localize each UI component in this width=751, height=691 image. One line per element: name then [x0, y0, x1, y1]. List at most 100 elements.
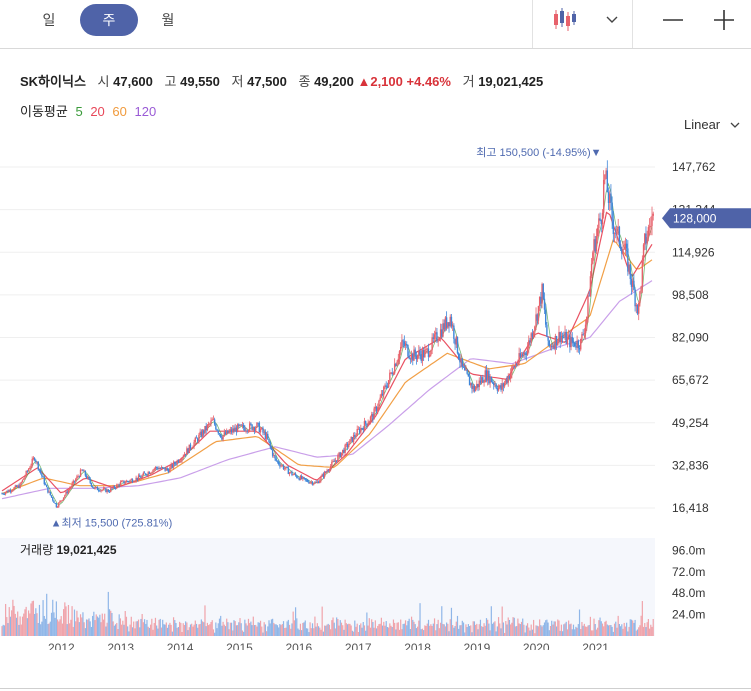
volume-bar	[508, 619, 511, 636]
volume-bar	[529, 630, 531, 636]
volume-bar	[501, 606, 503, 636]
candle-body	[9, 490, 12, 492]
volume-bar	[468, 626, 471, 636]
volume-bar	[575, 626, 577, 636]
volume-bar	[626, 622, 628, 636]
volume-bar	[617, 615, 619, 636]
candle-body	[78, 476, 81, 478]
volume-bar	[146, 619, 148, 636]
volume-bar	[135, 621, 137, 636]
candlestick-icon[interactable]	[550, 4, 582, 36]
volume-bar	[270, 619, 273, 636]
candle-body	[267, 434, 269, 440]
volume-bar	[66, 624, 68, 636]
volume-bar	[429, 625, 431, 636]
candle-body	[322, 474, 325, 477]
volume-bar	[2, 624, 4, 636]
volume-bar	[554, 621, 556, 636]
volume-bar	[123, 624, 125, 636]
candle-body	[563, 336, 565, 338]
candle-body	[209, 423, 211, 425]
volume-bar	[397, 622, 399, 636]
price-chart[interactable]: 147,762131,344114,92698,50882,09065,6724…	[0, 0, 751, 650]
candle-body	[96, 486, 99, 491]
y-tick-label: 82,090	[672, 331, 709, 345]
volume-bar	[104, 613, 106, 636]
volume-bar	[60, 616, 62, 636]
volume-bar	[477, 629, 479, 636]
volume-bar	[523, 624, 525, 636]
current-price-tag	[662, 208, 751, 229]
volume-bar	[206, 622, 208, 636]
volume-bar	[473, 621, 476, 636]
volume-bar	[117, 629, 119, 636]
volume-bar	[280, 625, 282, 636]
candle-body	[288, 472, 291, 475]
volume-bar	[83, 622, 85, 636]
scale-label: Linear	[684, 117, 721, 132]
volume-bar	[256, 626, 258, 636]
candle-body	[470, 383, 472, 386]
candle-body	[551, 345, 553, 348]
candle-body	[134, 481, 136, 482]
candle-body	[560, 336, 563, 343]
close-label: 종	[298, 74, 311, 89]
volume-bar	[234, 621, 236, 636]
candle-body	[554, 336, 557, 349]
volume-bar	[646, 622, 648, 636]
volume-bar	[235, 625, 237, 636]
candle-body	[340, 452, 343, 458]
plus-icon[interactable]	[708, 4, 740, 36]
candle-body	[588, 295, 590, 297]
volume-bar	[154, 617, 157, 636]
candle-body	[294, 473, 297, 476]
volume-bar	[512, 617, 514, 636]
candle-body	[93, 487, 95, 489]
tab-monthly[interactable]: 월	[139, 4, 197, 36]
volume-bar	[230, 622, 233, 636]
candle-body	[357, 428, 360, 430]
candle-body	[367, 423, 369, 426]
moving-average-legend[interactable]: 이동평균 5 20 60 120	[20, 101, 156, 120]
candle-body	[101, 489, 103, 491]
candle-body	[639, 291, 641, 304]
ma-120-line	[1, 280, 653, 500]
candle-body	[604, 174, 606, 180]
volume-bar	[21, 616, 24, 636]
candle-body	[415, 355, 418, 360]
candle-body	[219, 433, 222, 438]
volume-bar	[599, 617, 601, 636]
candle-body	[531, 333, 534, 337]
scale-selector[interactable]: Linear	[684, 117, 740, 132]
candle-body	[139, 475, 141, 477]
volume-bar	[628, 626, 630, 636]
volume-bar	[294, 607, 297, 636]
volume-bar	[142, 622, 144, 636]
volume-bar	[78, 622, 80, 636]
volume-bar	[105, 626, 107, 636]
volume-bar	[165, 622, 167, 636]
volume-bar	[505, 621, 507, 636]
candle-body	[257, 422, 259, 424]
candle-body	[462, 366, 465, 368]
candle-body	[640, 286, 642, 292]
candle-body	[303, 477, 305, 479]
volume-bar	[209, 624, 211, 636]
tab-weekly[interactable]: 주	[80, 4, 138, 36]
x-tick-label: 2013	[107, 641, 134, 650]
candle-body	[625, 243, 628, 249]
volume-bar	[534, 633, 536, 636]
volume-bar	[610, 625, 612, 636]
x-tick-label: 2018	[404, 641, 431, 650]
candle-body	[76, 476, 78, 480]
candle-body	[537, 306, 540, 321]
tab-daily[interactable]: 일	[20, 4, 78, 36]
volume-bar	[63, 609, 65, 636]
chevron-down-icon[interactable]	[596, 4, 628, 36]
candle-body	[465, 369, 467, 371]
candle-body	[290, 471, 292, 473]
minus-icon[interactable]	[657, 4, 689, 36]
volume-bar	[413, 621, 415, 636]
candle-body	[419, 350, 421, 355]
volume-bar	[648, 628, 651, 636]
